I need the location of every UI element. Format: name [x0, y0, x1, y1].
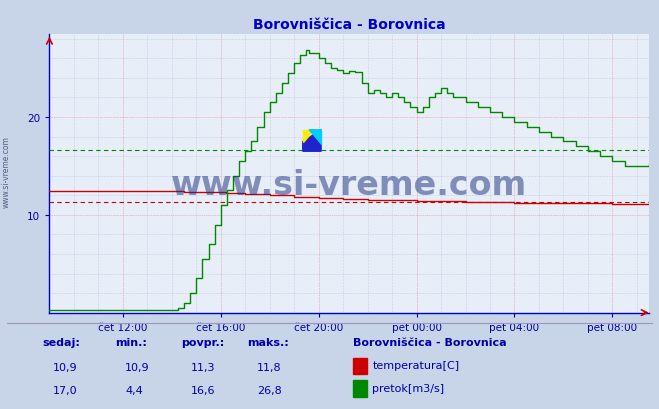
Text: 16,6: 16,6 — [191, 384, 215, 395]
Text: temperatura[C]: temperatura[C] — [372, 360, 459, 370]
Text: www.si-vreme.com: www.si-vreme.com — [2, 136, 11, 208]
Text: 11,8: 11,8 — [257, 362, 281, 372]
Text: 10,9: 10,9 — [53, 362, 77, 372]
Text: 4,4: 4,4 — [125, 384, 143, 395]
Polygon shape — [309, 130, 321, 144]
Polygon shape — [302, 130, 313, 142]
Text: sedaj:: sedaj: — [43, 337, 80, 348]
Polygon shape — [313, 130, 321, 144]
Text: 10,9: 10,9 — [125, 362, 150, 372]
Text: 17,0: 17,0 — [53, 384, 77, 395]
Text: pretok[m3/s]: pretok[m3/s] — [372, 383, 444, 393]
Text: 26,8: 26,8 — [257, 384, 282, 395]
Text: min.:: min.: — [115, 337, 147, 348]
Polygon shape — [302, 130, 321, 152]
Text: Borovniščica - Borovnica: Borovniščica - Borovnica — [353, 337, 506, 348]
Title: Borovniščica - Borovnica: Borovniščica - Borovnica — [253, 18, 445, 32]
Text: www.si-vreme.com: www.si-vreme.com — [171, 169, 527, 201]
Text: povpr.:: povpr.: — [181, 337, 225, 348]
Text: 11,3: 11,3 — [191, 362, 215, 372]
Text: maks.:: maks.: — [247, 337, 289, 348]
